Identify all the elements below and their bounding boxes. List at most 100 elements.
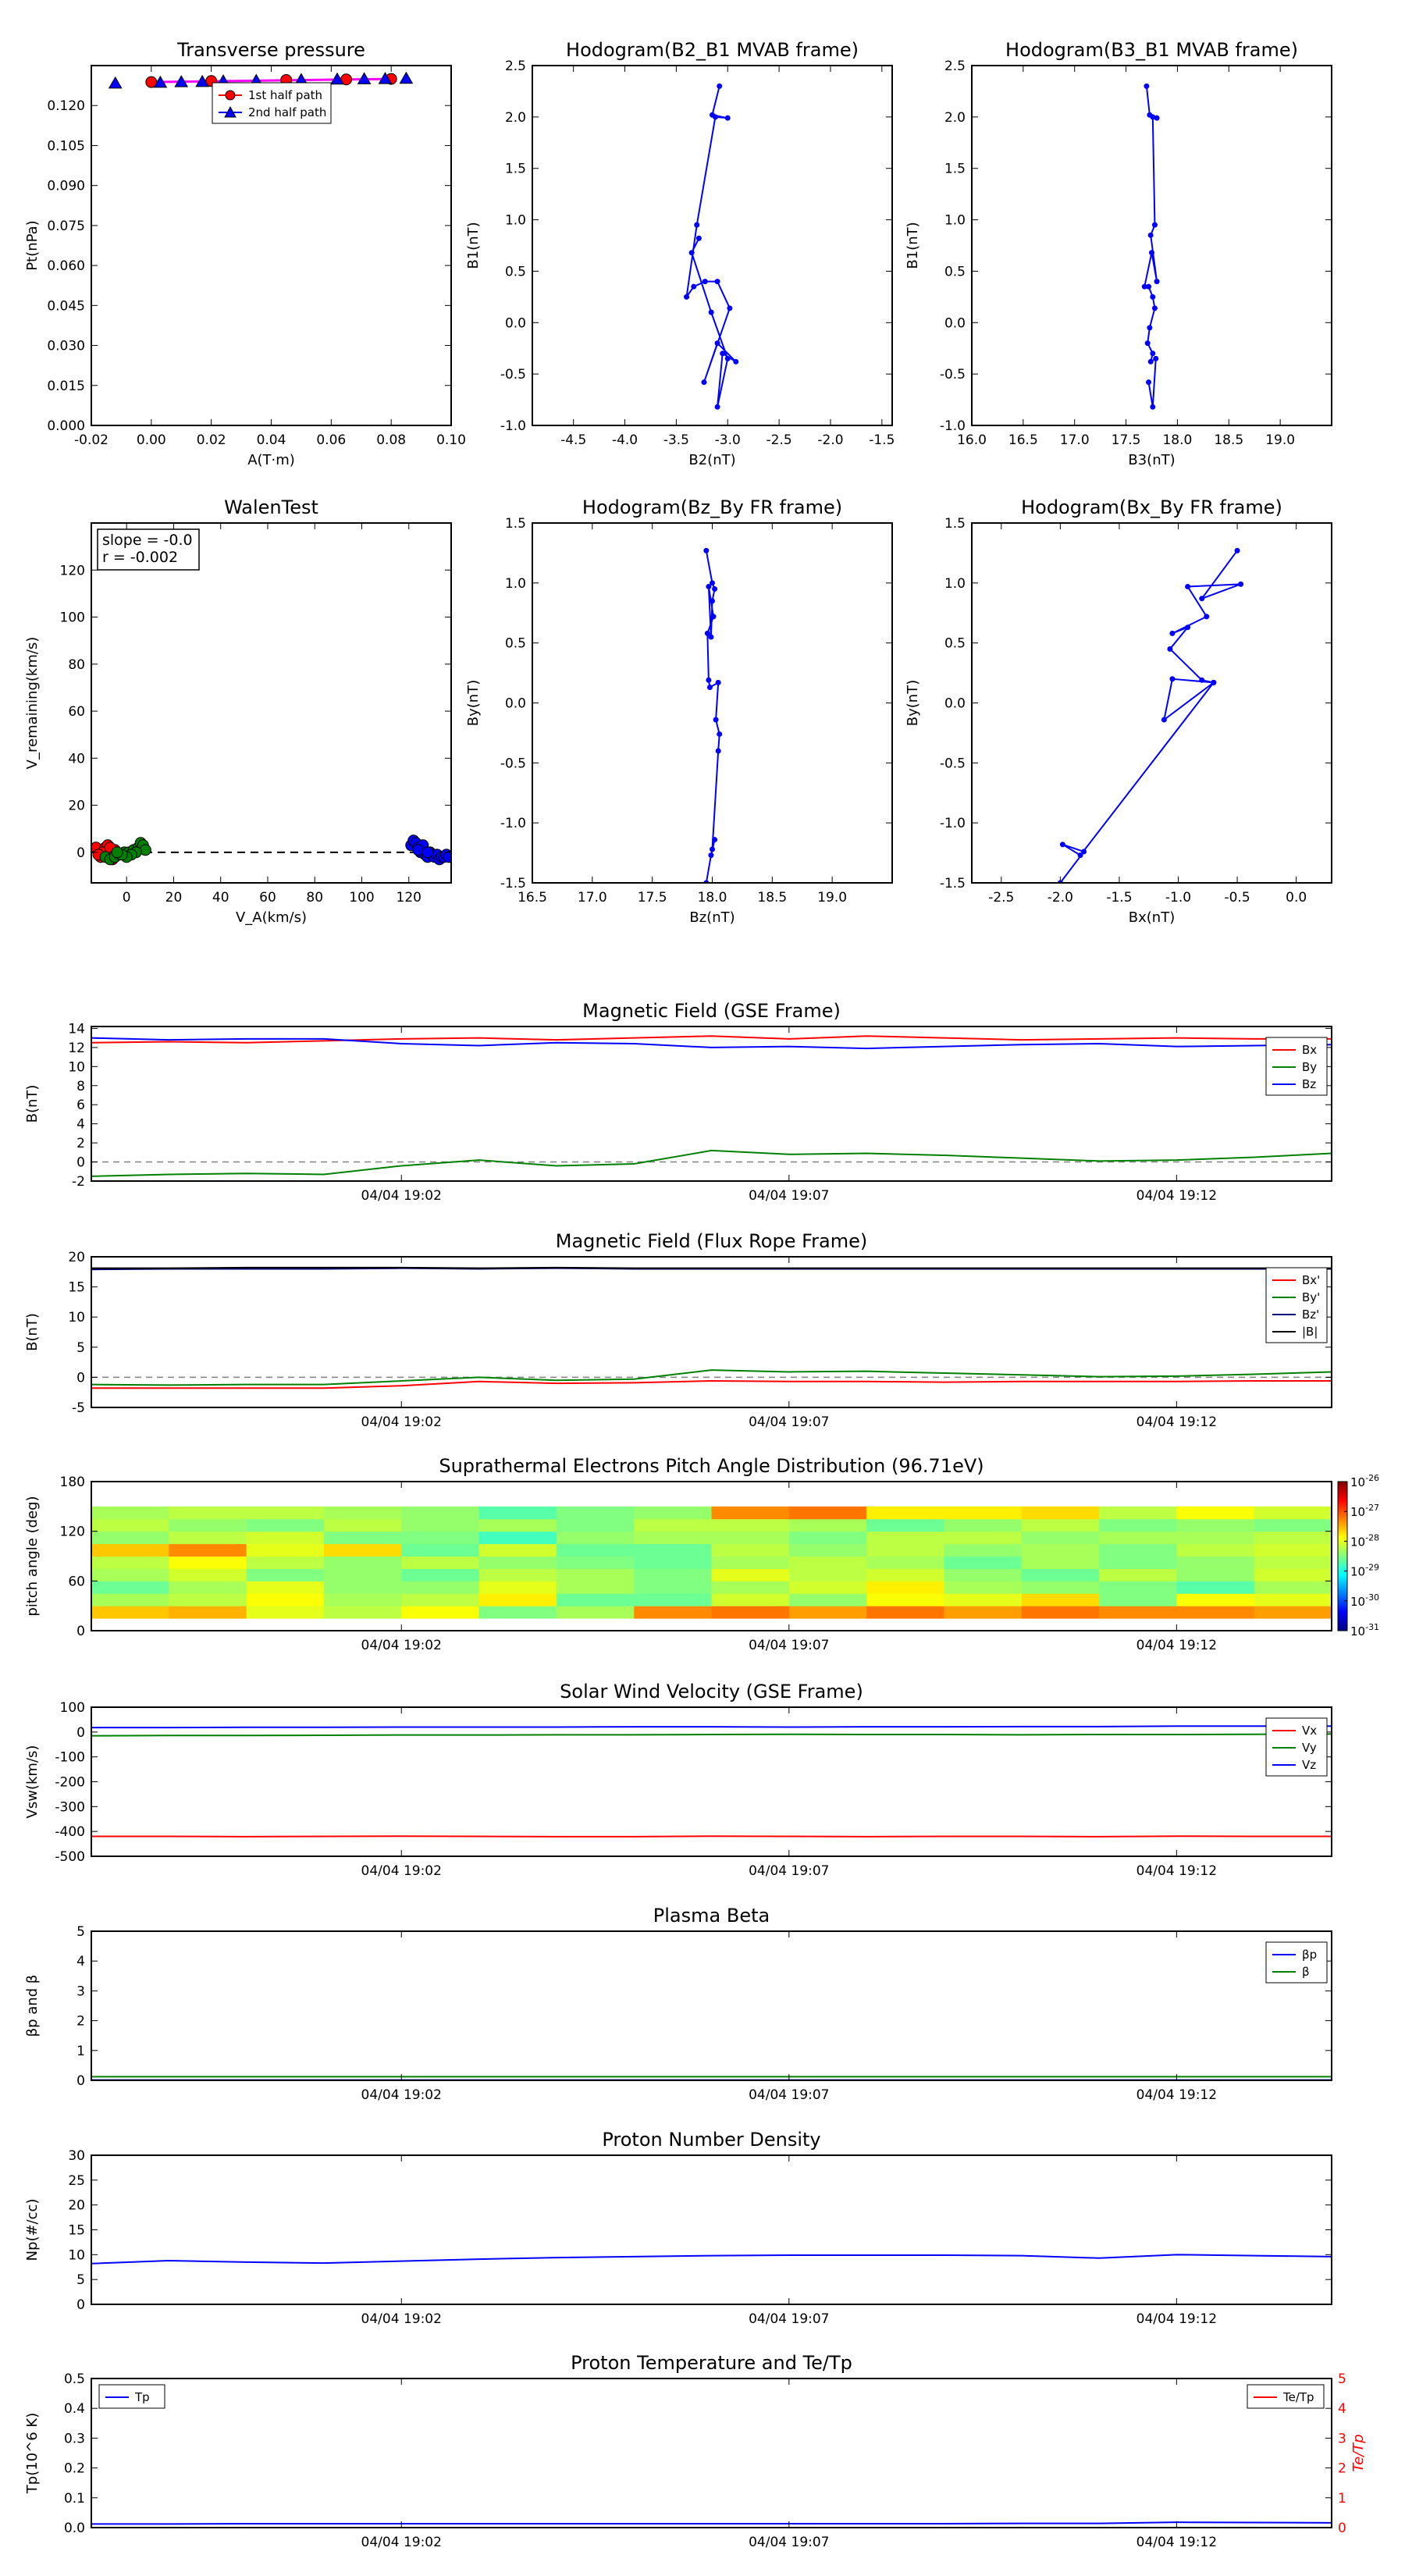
np-series-0-line — [91, 2254, 1332, 2265]
h3-xtick-label: 18.0 — [698, 890, 727, 906]
bfr-plot-area — [91, 1266, 1332, 1389]
h3-xtick-label: 17.5 — [638, 890, 667, 906]
pad-cell — [1176, 1593, 1255, 1606]
h2-ytick-label: 1.5 — [944, 162, 966, 177]
h1-point — [714, 279, 720, 285]
pad-title: Suprathermal Electrons Pitch Angle Distr… — [439, 1455, 984, 1477]
vsw-series-vy-line — [91, 1733, 1332, 1737]
h2-point — [1144, 340, 1151, 347]
pad-cell — [323, 1531, 402, 1545]
pad-cell — [556, 1506, 635, 1520]
h1-plot-area — [684, 83, 739, 410]
bgse-frame — [91, 1026, 1332, 1182]
tp-plot-area — [91, 2521, 1332, 2525]
h4-point — [1161, 717, 1167, 723]
pad-cell — [246, 1568, 325, 1582]
pad-colorbar-label: 10-28 — [1350, 1532, 1379, 1549]
pad-xtick-label: 04/04 19:07 — [749, 1638, 829, 1653]
np-ylabel: Np(#/cc) — [24, 2199, 41, 2261]
h4-panel: Hodogram(Bx_By FR frame) -2.5 -2.0 -1.5 -1.0… — [905, 496, 1332, 926]
pad-cell — [1099, 1506, 1177, 1520]
beta-plot-area — [91, 2076, 1332, 2080]
h1-ytick-label: 1.0 — [505, 213, 526, 229]
pad-cell — [711, 1581, 790, 1594]
vsw-title: Solar Wind Velocity (GSE Frame) — [560, 1681, 863, 1703]
h3-ytick-label: 0.0 — [505, 696, 526, 712]
pad-ytick-label: 0 — [76, 1624, 85, 1639]
tp-ytick-right-label: 0 — [1338, 2521, 1346, 2536]
beta-panel: Plasma Beta 04/04 19:02 04/04 19:07 04/04 1… — [24, 1905, 1332, 2103]
pad-cell — [169, 1543, 247, 1557]
h2-xtick-label: 19.0 — [1265, 432, 1295, 448]
pad-cell — [866, 1593, 944, 1606]
h3-title: Hodogram(Bz_By FR frame) — [582, 496, 842, 518]
h1-xtick-label: -2.5 — [767, 432, 792, 448]
pad-colorbar-label: 10-31 — [1350, 1622, 1379, 1638]
h1-ytick-label: 2.0 — [505, 110, 526, 126]
beta-ytick-label: 5 — [76, 1924, 85, 1940]
vsw-xtick-label: 04/04 19:12 — [1136, 1863, 1217, 1879]
walen-point — [111, 846, 123, 859]
pad-cell — [246, 1543, 325, 1557]
h2-ytick-label: -1.0 — [940, 418, 966, 434]
h2-xtick-label: 18.0 — [1162, 432, 1192, 448]
h2-plot-area — [1141, 83, 1160, 410]
h2-point — [1146, 283, 1152, 290]
pad-cell — [711, 1593, 790, 1606]
h1-point — [688, 250, 695, 256]
pt-ylabel: Pt(nPa) — [24, 220, 41, 270]
pad-cell — [1254, 1606, 1332, 1619]
pad-cell — [1176, 1606, 1255, 1619]
h1-point — [684, 294, 690, 300]
h1-ytick-label: 0.5 — [505, 264, 526, 279]
pad-cell — [1021, 1518, 1100, 1532]
tp-left-legend-label: Tp — [134, 2390, 150, 2404]
bgse-ytick-label: 0 — [76, 1155, 85, 1171]
walen-point — [422, 846, 434, 859]
walen-frame — [91, 522, 452, 884]
pad-cell — [246, 1506, 325, 1520]
bgse-xtick-label: 04/04 19:07 — [749, 1188, 829, 1204]
bgse-xtick-label: 04/04 19:12 — [1136, 1188, 1217, 1204]
h4-ytick-label: -1.5 — [940, 876, 966, 891]
pad-cell — [323, 1593, 402, 1606]
pad-cell — [711, 1606, 790, 1619]
beta-frame — [91, 1930, 1332, 2081]
h2-point — [1149, 250, 1154, 256]
pad-ytick-label: 120 — [60, 1525, 85, 1540]
h3-point — [708, 852, 714, 859]
bfr-ytick-label: 5 — [76, 1340, 85, 1356]
bgse-series-bx-line — [91, 1035, 1332, 1044]
pad-cell — [711, 1568, 790, 1582]
pad-cell — [246, 1606, 325, 1619]
h4-ylabel: By(nT) — [905, 680, 921, 726]
pad-cell — [1099, 1556, 1177, 1569]
pad-cell — [788, 1606, 867, 1619]
pad-cell — [323, 1606, 402, 1619]
walen-ytick-label: 120 — [60, 563, 85, 578]
pt-point — [174, 75, 189, 87]
h1-ylabel: B1(nT) — [465, 222, 482, 269]
pt-xlabel: A(T·m) — [247, 452, 295, 468]
pad-cell — [91, 1518, 169, 1532]
h1-ytick-label: 0.0 — [505, 315, 526, 331]
h1-point — [708, 309, 714, 315]
pad-cell — [944, 1531, 1023, 1545]
h1-ytick-label: -1.0 — [500, 418, 526, 434]
h1-point — [724, 355, 731, 361]
h1-point — [724, 115, 731, 121]
h4-ytick-label: -1.0 — [940, 816, 966, 831]
h2-ytick-label: -0.5 — [940, 367, 966, 382]
h4-point — [1185, 583, 1191, 589]
pad-cell — [1254, 1581, 1332, 1594]
tp-ytick-label: 0.4 — [64, 2401, 85, 2417]
walen-xtick-label: 20 — [165, 890, 183, 906]
h4-point — [1081, 849, 1087, 855]
h3-point — [710, 846, 715, 852]
h1-xtick-label: -3.0 — [715, 432, 741, 448]
bfr-frame — [91, 1256, 1332, 1408]
np-ytick-label: 30 — [68, 2148, 85, 2164]
pad-cell — [1099, 1543, 1177, 1557]
pad-xtick-label: 04/04 19:02 — [361, 1638, 442, 1653]
h3-plot-area — [703, 547, 723, 883]
